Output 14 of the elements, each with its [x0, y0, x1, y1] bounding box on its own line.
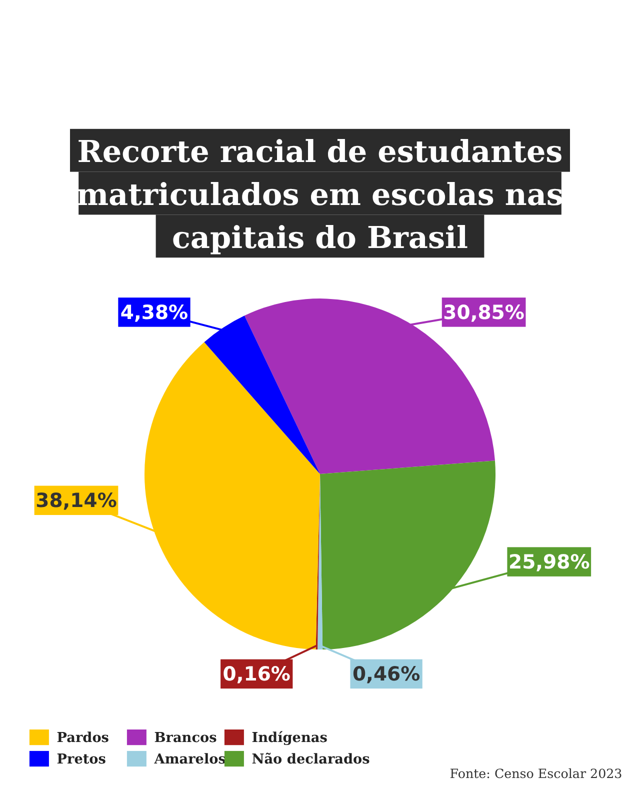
legend-label: Brancos	[154, 730, 218, 746]
data-label: 38,14%	[36, 489, 117, 512]
data-label: 30,85%	[443, 301, 524, 324]
legend-label: Pretos	[56, 752, 106, 768]
chart-title: Recorte racial de estudantes matriculados em escolas nas capitais do Brasil	[76, 135, 564, 256]
legend-label: Pardos	[56, 730, 110, 746]
data-label: 0,16%	[222, 662, 290, 686]
data-label: 0,46%	[352, 662, 420, 686]
data-label: 4,38%	[120, 301, 188, 324]
legend-label: Amarelos	[153, 752, 226, 768]
legend-label: Não declarados	[252, 752, 370, 768]
legend-label: Indígenas	[252, 730, 328, 746]
data-label: 25,98%	[508, 550, 590, 574]
source-note: Fonte: Censo Escolar 2023	[450, 766, 622, 782]
